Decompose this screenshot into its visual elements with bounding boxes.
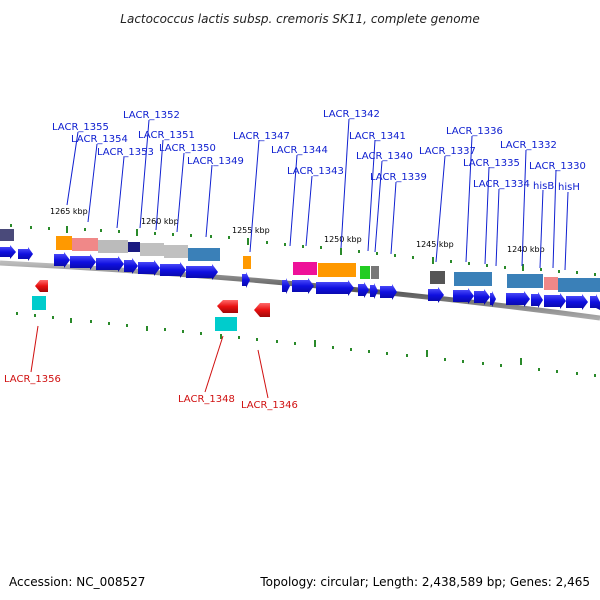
gene-arrow-plus — [0, 245, 16, 259]
tick-label-1265: 1265 kbp — [50, 207, 88, 216]
gene-arrow-plus — [428, 287, 444, 303]
gene-arrow-plus — [453, 288, 474, 304]
gene-arrow-minus — [254, 303, 270, 317]
feature-bar — [56, 236, 72, 250]
gene-arrow-plus — [490, 291, 496, 307]
feature-bar — [318, 263, 356, 277]
gene-label: hisB — [533, 181, 554, 192]
gene-arrow-plus — [370, 283, 378, 299]
feature-bar — [558, 278, 600, 292]
gene-label: LACR_1355 — [52, 122, 109, 133]
gene-label: LACR_1342 — [323, 109, 380, 120]
feature-bar-minus — [32, 296, 46, 310]
gene-label: LACR_1335 — [463, 158, 520, 169]
plus-strand-genes — [0, 245, 600, 310]
gene-arrow-plus — [590, 294, 600, 310]
feature-bar — [98, 240, 128, 253]
gene-arrow-plus — [124, 258, 138, 274]
gene-arrow-plus — [380, 284, 397, 300]
feature-bar — [140, 243, 164, 256]
feature-bar — [164, 245, 188, 258]
feature-bar — [507, 274, 543, 288]
gene-label: LACR_1337 — [419, 146, 476, 157]
gene-arrow-plus — [506, 291, 530, 307]
tick-1240 — [522, 264, 524, 271]
topology-text: Topology: circular; Length: 2,438,589 bp… — [259, 575, 590, 589]
plus-label-leaders — [66, 118, 569, 271]
plus-labels: LACR_1355 LACR_1354 LACR_1353 LACR_1352 … — [52, 109, 586, 193]
gene-label: hisH — [558, 182, 580, 193]
gene-label: LACR_1341 — [349, 131, 406, 142]
feature-bar-row — [0, 229, 600, 292]
gene-label: LACR_1354 — [71, 134, 128, 145]
tick-label-1240: 1240 kbp — [507, 245, 545, 254]
gene-arrow-plus — [531, 292, 543, 308]
gene-arrow-plus — [138, 260, 160, 276]
feature-bar — [243, 256, 251, 269]
gene-arrow-plus — [96, 256, 124, 272]
tick-1255 — [247, 238, 249, 245]
gene-label: LACR_1340 — [356, 151, 413, 162]
gene-arrow-plus — [358, 282, 369, 298]
gene-arrow-plus — [544, 293, 566, 309]
gene-arrow-plus — [292, 278, 314, 294]
tick-label-1260: 1260 kbp — [141, 217, 179, 226]
feature-bar — [371, 266, 379, 279]
tick-1260 — [136, 229, 138, 236]
feature-bar — [0, 229, 14, 241]
gene-label: LACR_1330 — [529, 161, 586, 172]
gene-arrow-plus — [18, 247, 33, 261]
lower-tick-row — [16, 312, 596, 377]
tick-1250 — [340, 248, 342, 255]
upper-tick-row — [10, 224, 596, 276]
gene-arrow-minus — [217, 300, 238, 313]
feature-bar — [454, 272, 492, 286]
gene-arrow-plus — [54, 252, 70, 268]
gene-label: LACR_1348 — [178, 394, 235, 405]
gene-arrow-plus — [186, 264, 218, 280]
gene-label: LACR_1347 — [233, 131, 290, 142]
gene-label: LACR_1336 — [446, 126, 503, 137]
gene-label: LACR_1332 — [500, 140, 557, 151]
feature-bar — [293, 262, 317, 275]
gene-arrow-plus — [474, 289, 490, 305]
minus-label-leaders — [30, 325, 269, 399]
feature-bar — [72, 238, 98, 251]
gene-label: LACR_1352 — [123, 110, 180, 121]
tick-label-1250: 1250 kbp — [324, 235, 362, 244]
gene-label: LACR_1334 — [473, 179, 530, 190]
gene-label: LACR_1356 — [4, 374, 61, 385]
minus-labels: LACR_1356 LACR_1348 LACR_1346 — [4, 374, 298, 411]
tick-label-1245: 1245 kbp — [416, 240, 454, 249]
gene-label: LACR_1339 — [370, 172, 427, 183]
gene-arrow-plus — [282, 278, 290, 294]
feature-bar — [128, 242, 140, 252]
accession-text: Accession: NC_008527 — [9, 575, 145, 589]
gene-arrow-plus — [316, 280, 354, 296]
gene-arrow-minus — [35, 280, 48, 292]
gene-arrow-plus — [242, 272, 250, 288]
tick-label-1255: 1255 kbp — [232, 226, 270, 235]
minus-strand-genes — [32, 280, 270, 331]
feature-bar — [544, 277, 558, 290]
gene-label: LACR_1351 — [138, 130, 195, 141]
map-title: Lactococcus lactis subsp. cremoris SK11,… — [120, 12, 479, 26]
gene-label: LACR_1344 — [271, 145, 328, 156]
gene-label: LACR_1350 — [159, 143, 216, 154]
gene-label: LACR_1349 — [187, 156, 244, 167]
feature-bar-minus — [215, 317, 237, 331]
tick-1245 — [432, 257, 434, 264]
tick-1265 — [66, 226, 68, 233]
feature-bar — [360, 266, 370, 279]
gene-label: LACR_1353 — [97, 147, 154, 158]
gene-arrow-plus — [160, 262, 186, 278]
feature-bar — [430, 271, 445, 284]
gene-label: LACR_1343 — [287, 166, 344, 177]
gene-label: LACR_1346 — [241, 400, 298, 411]
gene-arrow-plus — [566, 294, 588, 310]
feature-bar — [188, 248, 220, 261]
gene-arrow-plus — [70, 254, 96, 270]
